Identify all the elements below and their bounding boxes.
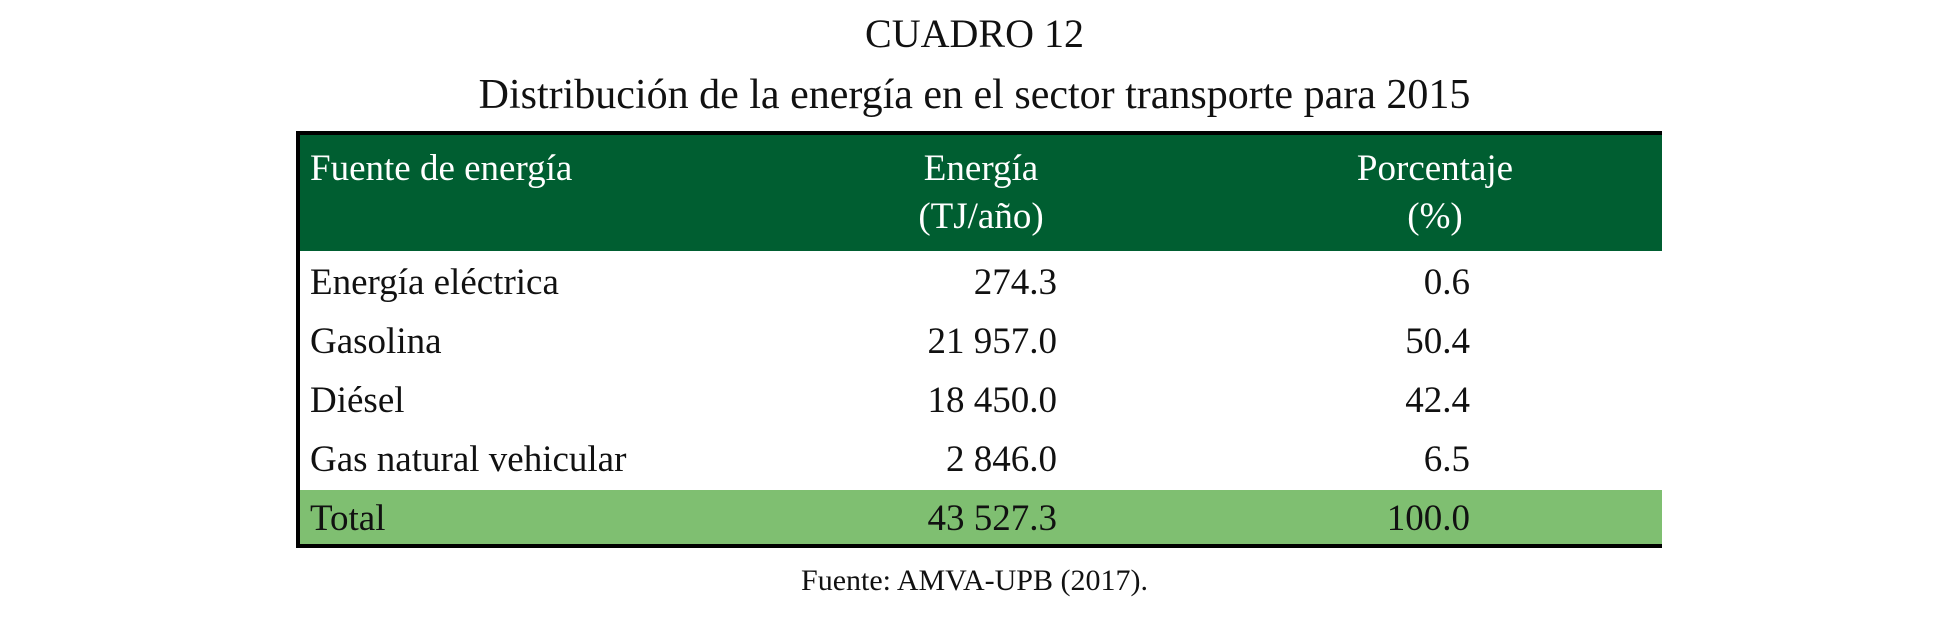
header-cell: (TJ/año) xyxy=(918,196,1044,237)
header-cell: Energía xyxy=(923,148,1039,189)
total-cell: 43 527.3 xyxy=(927,498,1058,539)
table-title: CUADRO 12 xyxy=(865,11,1084,56)
table-cell: 6.5 xyxy=(1423,439,1470,480)
table-cell: 42.4 xyxy=(1405,380,1470,421)
table-left-border xyxy=(296,131,300,548)
table-cell: Energía eléctrica xyxy=(310,262,559,303)
header-band xyxy=(296,131,1662,251)
header-cell: (%) xyxy=(1407,196,1463,237)
total-band xyxy=(296,490,1662,548)
table-cell: Gas natural vehicular xyxy=(310,439,627,480)
header-cell: Fuente de energía xyxy=(310,148,573,189)
table-source: Fuente: AMVA-UPB (2017). xyxy=(801,564,1148,597)
table-cell: 18 450.0 xyxy=(927,380,1058,421)
table-cell: 274.3 xyxy=(973,262,1057,303)
table-subtitle: Distribución de la energía en el sector … xyxy=(478,72,1471,118)
table-cell: 21 957.0 xyxy=(927,321,1058,362)
total-cell: 100.0 xyxy=(1386,498,1470,539)
table-cell: Diésel xyxy=(310,380,405,421)
table-cell: 50.4 xyxy=(1405,321,1470,362)
total-cell: Total xyxy=(310,498,386,539)
table-cell: 2 846.0 xyxy=(946,439,1057,480)
table-cell: Gasolina xyxy=(310,321,442,362)
header-cell: Porcentaje xyxy=(1356,148,1514,189)
table-cell: 0.6 xyxy=(1423,262,1470,303)
